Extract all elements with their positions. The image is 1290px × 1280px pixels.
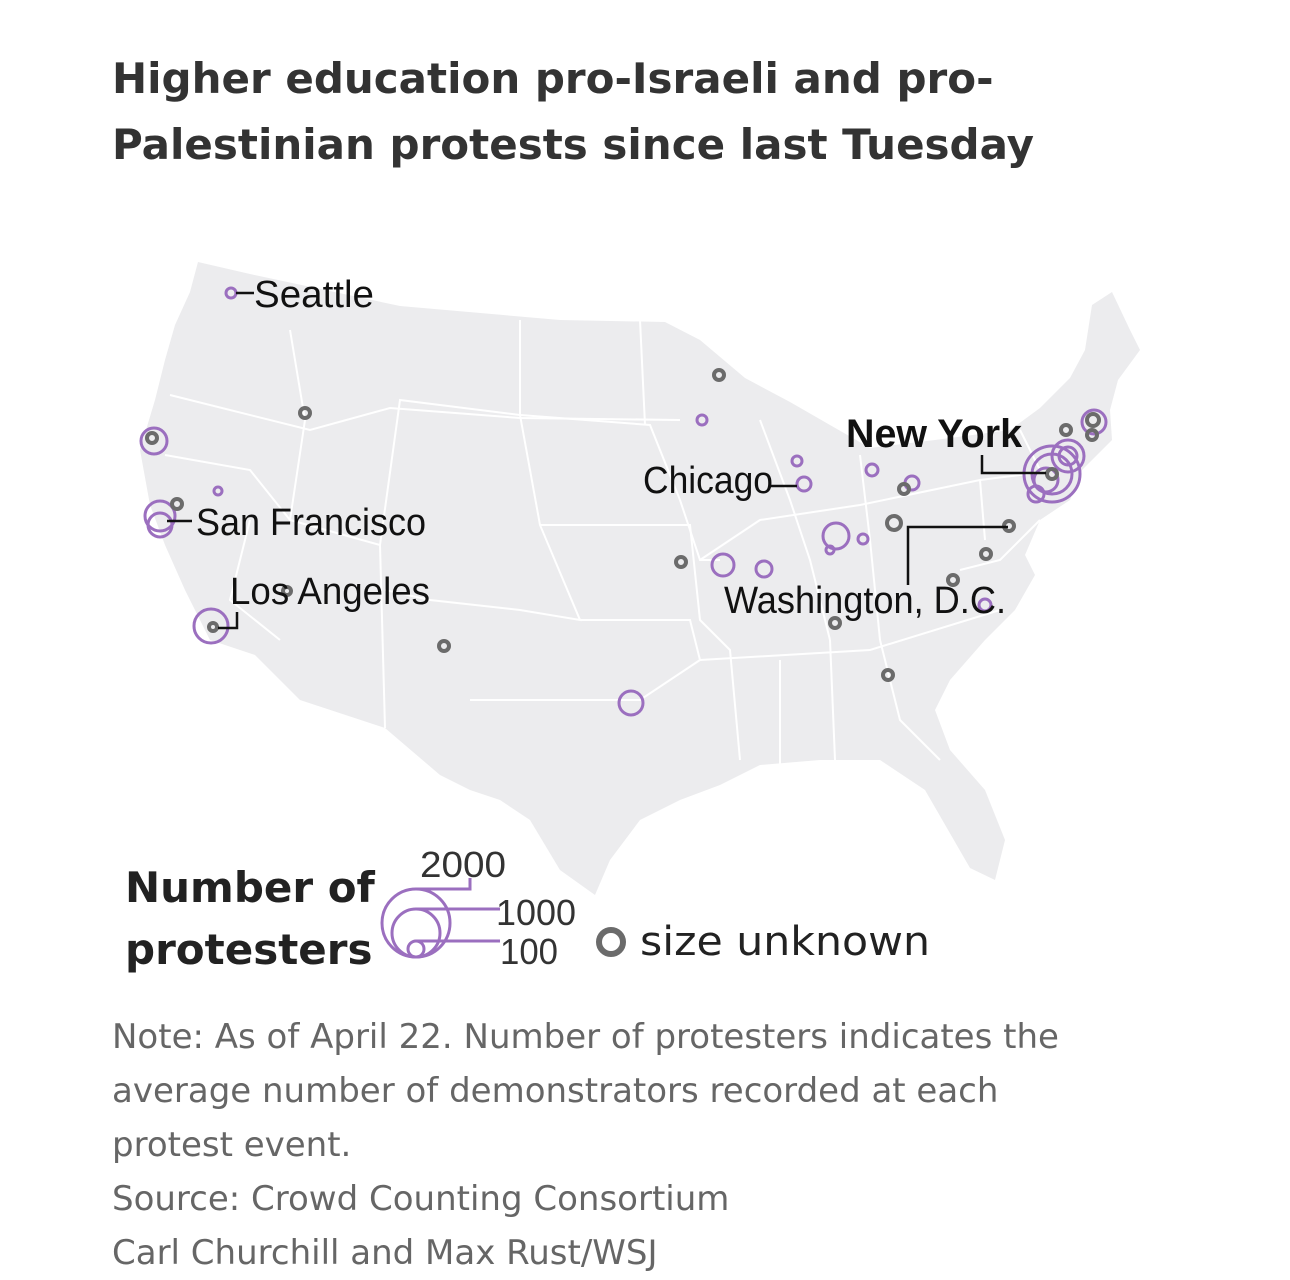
note-line-3: protest event. — [112, 1125, 352, 1165]
legend-label-2000: 2000 — [420, 844, 506, 885]
protest-circle — [710, 552, 736, 578]
us-protest-map: Seattle San Francisco Los Angeles Chicag… — [139, 262, 1140, 972]
unknown-marker — [170, 497, 184, 511]
legend-circle-100 — [406, 939, 426, 959]
us-map-outline — [140, 262, 1140, 895]
legend-circle-1000 — [390, 907, 442, 959]
known-size-circles — [139, 286, 1108, 717]
unknown-marker — [437, 639, 451, 653]
unknown-marker — [298, 406, 312, 420]
protest-circle — [795, 475, 813, 493]
protest-circle — [821, 521, 851, 551]
protest-circle — [1026, 484, 1046, 504]
protest-circle — [695, 413, 709, 427]
protest-circle — [1050, 438, 1086, 474]
unknown-marker — [946, 573, 960, 587]
protest-circle — [1057, 445, 1079, 467]
unknown-marker — [145, 431, 159, 445]
unknown-marker — [207, 621, 219, 633]
legend-title: Number of protesters — [125, 863, 375, 974]
city-label-new-york: New York — [846, 412, 1023, 456]
legend-label-1000: 1000 — [496, 892, 576, 933]
city-label-washington: Washington, D.C. — [724, 580, 1006, 622]
protest-circle — [139, 426, 169, 456]
unknown-marker — [897, 482, 911, 496]
unknown-marker — [885, 514, 903, 532]
protest-circle — [143, 499, 177, 533]
protest-circle — [146, 511, 174, 539]
unknown-marker — [712, 368, 726, 382]
unknown-marker — [979, 547, 993, 561]
unknown-marker — [828, 616, 842, 630]
los-angeles-leader — [218, 612, 239, 630]
protest-circle — [1080, 408, 1108, 436]
note-line-1: Note: As of April 22. Number of proteste… — [112, 1017, 1059, 1057]
washington-leader — [906, 525, 1008, 585]
unknown-marker — [674, 555, 688, 569]
unknown-marker — [1045, 467, 1059, 481]
new-york-leader — [980, 455, 1046, 475]
protest-circle — [824, 544, 836, 556]
legend-label-100: 100 — [500, 931, 558, 972]
unknown-marker — [881, 668, 895, 682]
protest-circle — [1032, 466, 1060, 494]
city-label-san-francisco: San Francisco — [196, 502, 426, 544]
size-legend: 2000 1000 100 size unknown — [380, 844, 930, 972]
protest-circle — [212, 485, 224, 497]
note-line-2: average number of demonstrators recorded… — [112, 1071, 999, 1111]
city-label-los-angeles: Los Angeles — [230, 571, 430, 613]
chart-note: Note: As of April 22. Number of proteste… — [112, 1010, 1232, 1280]
protest-circle — [617, 689, 645, 717]
protest-circle — [790, 454, 804, 468]
unknown-marker — [1085, 412, 1101, 428]
protest-circle — [864, 462, 880, 478]
legend-circle-2000 — [380, 887, 452, 959]
legend-unknown-label: size unknown — [640, 919, 930, 965]
unknown-marker — [1059, 423, 1073, 437]
label-leaders — [167, 291, 1046, 630]
unknown-marker — [281, 585, 293, 597]
unknown-marker — [1085, 428, 1099, 442]
legend-unknown-marker — [596, 927, 626, 957]
protest-circle — [856, 532, 870, 546]
credit-line: Carl Churchill and Max Rust/WSJ — [112, 1233, 658, 1273]
state-borders — [164, 319, 1061, 780]
protest-circle — [977, 597, 993, 613]
protest-circle — [754, 559, 774, 579]
chart-title: Higher education pro-Israeli and pro-Pal… — [112, 54, 1035, 169]
protest-circle — [192, 607, 230, 645]
city-label-seattle: Seattle — [254, 274, 374, 316]
source-line: Source: Crowd Counting Consortium — [112, 1179, 730, 1219]
city-label-chicago: Chicago — [643, 460, 773, 502]
